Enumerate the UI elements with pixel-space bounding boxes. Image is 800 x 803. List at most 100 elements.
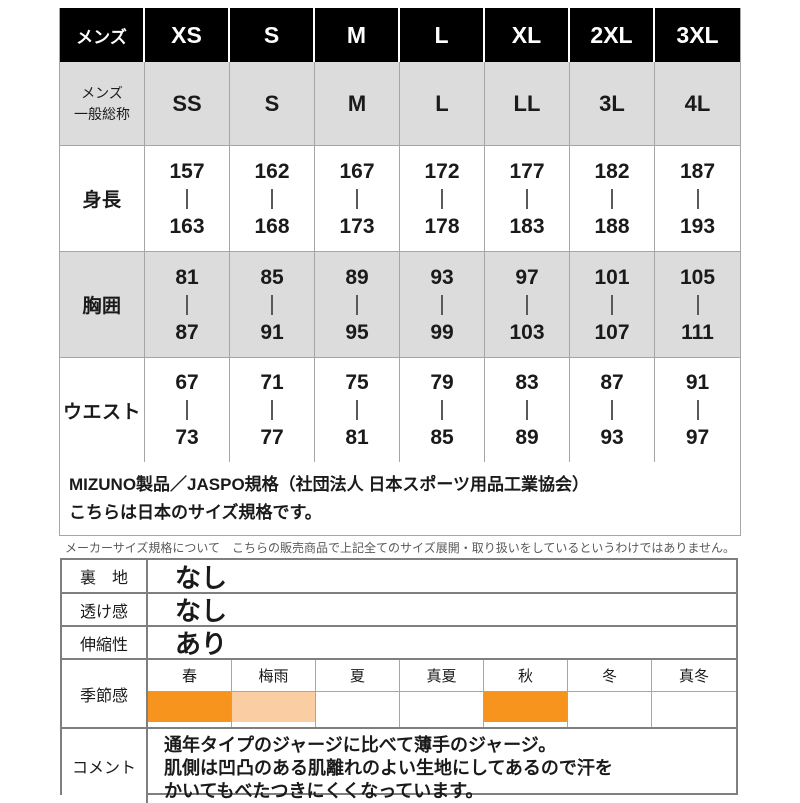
waist-range-cell: 67 73 bbox=[145, 358, 230, 462]
range-divider bbox=[441, 400, 443, 420]
general-size-label-line2: 一般総称 bbox=[74, 105, 130, 122]
waist-range-cell: 75 81 bbox=[315, 358, 400, 462]
spec-value-lining: なし bbox=[148, 560, 736, 594]
waist-range-cell: 87 93 bbox=[570, 358, 655, 462]
range-divider bbox=[611, 188, 613, 209]
range-divider bbox=[611, 400, 613, 420]
comment-line: 通年タイプのジャージに比べて薄手のジャージ。 bbox=[164, 735, 557, 755]
height-range-cell: 162 168 bbox=[230, 146, 315, 252]
standards-note-box: MIZUNO製品／JASPO規格（社団法人 日本スポーツ用品工業協会） こちらは… bbox=[59, 462, 741, 536]
row-label-general-size: メンズ 一般総称 bbox=[60, 62, 145, 146]
spec-label-lining: 裏 地 bbox=[62, 560, 148, 594]
waist-range-cell: 83 89 bbox=[485, 358, 570, 462]
chest-range-cell: 89 95 bbox=[315, 252, 400, 358]
range-divider bbox=[441, 188, 443, 209]
range-divider bbox=[356, 188, 358, 209]
size-header-3xl: 3XL bbox=[655, 8, 740, 62]
size-header-2xl: 2XL bbox=[570, 8, 655, 62]
height-range-cell: 187 193 bbox=[655, 146, 740, 252]
height-range-cell: 177 183 bbox=[485, 146, 570, 252]
range-divider bbox=[526, 188, 528, 209]
season-marker-fill bbox=[484, 692, 567, 722]
season-marker-cell bbox=[148, 692, 232, 727]
range-divider bbox=[696, 188, 699, 209]
season-marker-fill bbox=[316, 692, 399, 722]
height-range-cell: 167 173 bbox=[315, 146, 400, 252]
standards-note-line1: MIZUNO製品／JASPO規格（社団法人 日本スポーツ用品工業協会） bbox=[69, 475, 590, 494]
range-divider bbox=[696, 294, 699, 315]
general-size-label-line1: メンズ bbox=[81, 84, 123, 101]
season-name-midwinter: 真冬 bbox=[652, 660, 736, 692]
general-size-cell: 4L bbox=[655, 62, 740, 146]
general-size-cell: L bbox=[400, 62, 485, 146]
row-label-height: 身長 bbox=[60, 146, 145, 252]
range-divider bbox=[696, 400, 699, 420]
waist-range-cell: 91 97 bbox=[655, 358, 740, 462]
size-header-m: M bbox=[315, 8, 400, 62]
range-divider bbox=[526, 294, 528, 315]
season-name-winter: 冬 bbox=[568, 660, 652, 692]
row-label-waist: ウエスト bbox=[60, 358, 145, 462]
range-divider bbox=[611, 294, 613, 315]
range-divider bbox=[186, 294, 188, 315]
spec-value-sheerness: なし bbox=[148, 594, 736, 627]
size-header-xs: XS bbox=[145, 8, 230, 62]
chest-range-cell: 81 87 bbox=[145, 252, 230, 358]
range-divider bbox=[186, 400, 188, 420]
general-size-cell: M bbox=[315, 62, 400, 146]
height-range-cell: 172 178 bbox=[400, 146, 485, 252]
range-divider bbox=[441, 294, 443, 315]
season-marker-fill bbox=[400, 692, 483, 722]
season-marker-cell bbox=[652, 692, 736, 727]
size-header-xl: XL bbox=[485, 8, 570, 62]
size-header-s: S bbox=[230, 8, 315, 62]
season-marker-fill bbox=[568, 692, 651, 722]
season-name-midsummer: 真夏 bbox=[400, 660, 484, 692]
chest-range-cell: 97 103 bbox=[485, 252, 570, 358]
height-range-cell: 182 188 bbox=[570, 146, 655, 252]
size-header-l: L bbox=[400, 8, 485, 62]
comment-line: 肌側は凹凸のある肌離れのよい生地にしてあるので汗を bbox=[164, 758, 613, 778]
season-marker-cell bbox=[232, 692, 316, 727]
comment-text: 通年タイプのジャージに比べて薄手のジャージ。 肌側は凹凸のある肌離れのよい生地に… bbox=[148, 729, 736, 803]
spec-label-stretch: 伸縮性 bbox=[62, 627, 148, 660]
chest-range-cell: 101 107 bbox=[570, 252, 655, 358]
season-name-summer: 夏 bbox=[316, 660, 400, 692]
season-marker-cell bbox=[484, 692, 568, 727]
product-spec-table: 裏 地 なし 透け感 なし 伸縮性 あり 季節感 春 梅雨 夏 真夏 秋 冬 真… bbox=[60, 558, 738, 803]
range-divider bbox=[356, 400, 358, 420]
range-divider bbox=[356, 294, 358, 315]
general-size-cell: 3L bbox=[570, 62, 655, 146]
chest-range-cell: 85 91 bbox=[230, 252, 315, 358]
season-marker-fill bbox=[148, 692, 231, 722]
season-name-rainy: 梅雨 bbox=[232, 660, 316, 692]
spec-label-comment: コメント bbox=[62, 729, 148, 803]
spec-label-sheerness: 透け感 bbox=[62, 594, 148, 627]
comment-line: かいてもべたつきにくくなっています。 bbox=[164, 781, 484, 801]
season-marker-fill bbox=[232, 692, 315, 722]
season-marker-fill bbox=[652, 692, 736, 722]
season-marker-cell bbox=[316, 692, 400, 727]
spec-value-stretch: あり bbox=[148, 627, 736, 660]
general-size-cell: S bbox=[230, 62, 315, 146]
row-label-chest: 胸囲 bbox=[60, 252, 145, 358]
season-marker-cell bbox=[568, 692, 652, 727]
range-divider bbox=[271, 294, 273, 315]
season-name-autumn: 秋 bbox=[484, 660, 568, 692]
size-table-corner-header: メンズ bbox=[60, 8, 145, 62]
season-name-spring: 春 bbox=[148, 660, 232, 692]
mens-size-chart-table: メンズ XS S M L XL 2XL 3XL メンズ 一般総称 SS S M … bbox=[59, 8, 741, 462]
range-divider bbox=[526, 400, 528, 420]
waist-range-cell: 79 85 bbox=[400, 358, 485, 462]
general-size-cell: LL bbox=[485, 62, 570, 146]
chest-range-cell: 105 111 bbox=[655, 252, 740, 358]
season-marker-cell bbox=[400, 692, 484, 727]
range-divider bbox=[271, 400, 273, 420]
seasonality-grid: 春 梅雨 夏 真夏 秋 冬 真冬 bbox=[148, 660, 736, 729]
maker-size-disclaimer: メーカーサイズ規格について こちらの販売商品で上記全てのサイズ展開・取り扱いをし… bbox=[65, 541, 735, 555]
general-size-cell: SS bbox=[145, 62, 230, 146]
range-divider bbox=[271, 188, 273, 209]
spec-label-seasonality: 季節感 bbox=[62, 660, 148, 729]
standards-note-line2: こちらは日本のサイズ規格です。 bbox=[69, 503, 322, 522]
height-range-cell: 157 163 bbox=[145, 146, 230, 252]
